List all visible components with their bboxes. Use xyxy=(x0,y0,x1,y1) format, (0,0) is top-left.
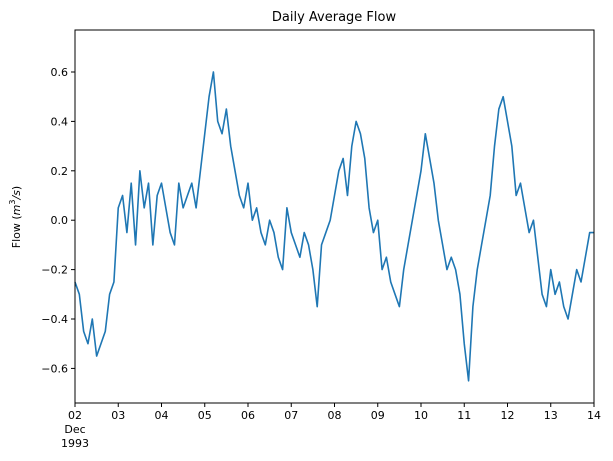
y-ticks: −0.6 −0.4 −0.2 0.0 0.2 0.4 0.6 xyxy=(41,66,75,375)
x-tick-year-label: 1993 xyxy=(61,437,89,450)
x-tick-label: 02 xyxy=(68,409,82,422)
x-tick-label: 04 xyxy=(155,409,169,422)
y-axis-label: Flow (m3/s) xyxy=(8,186,23,248)
x-tick-label: 06 xyxy=(241,409,255,422)
series-layer xyxy=(74,71,594,382)
x-tick-label: 13 xyxy=(544,409,558,422)
x-tick-label: 14 xyxy=(587,409,601,422)
y-axis-label-suffix: /s) xyxy=(10,186,23,201)
series-line xyxy=(74,71,594,382)
x-tick-label: 07 xyxy=(284,409,298,422)
x-tick-label: 09 xyxy=(371,409,385,422)
chart-title: Daily Average Flow xyxy=(272,10,397,25)
y-tick-label: −0.6 xyxy=(41,362,68,375)
y-tick-label: −0.2 xyxy=(41,264,68,277)
x-tick-label: 11 xyxy=(457,409,471,422)
plot-frame xyxy=(74,29,595,404)
x-tick-label: 08 xyxy=(328,409,342,422)
y-tick-label: 0.4 xyxy=(51,115,69,128)
y-tick-label: −0.4 xyxy=(41,313,68,326)
x-tick-month-label: Dec xyxy=(64,423,85,436)
y-tick-label: 0.6 xyxy=(51,66,69,79)
x-tick-label: 10 xyxy=(414,409,428,422)
x-tick-label: 12 xyxy=(501,409,515,422)
y-axis-label-prefix: Flow ( xyxy=(10,215,23,248)
x-tick-label: 05 xyxy=(198,409,212,422)
y-tick-label: 0.0 xyxy=(51,214,69,227)
y-axis-label-exponent: 3 xyxy=(8,200,17,205)
y-axis-label-base: m xyxy=(10,205,23,216)
y-tick-label: 0.2 xyxy=(51,165,69,178)
x-tick-label: 03 xyxy=(111,409,125,422)
